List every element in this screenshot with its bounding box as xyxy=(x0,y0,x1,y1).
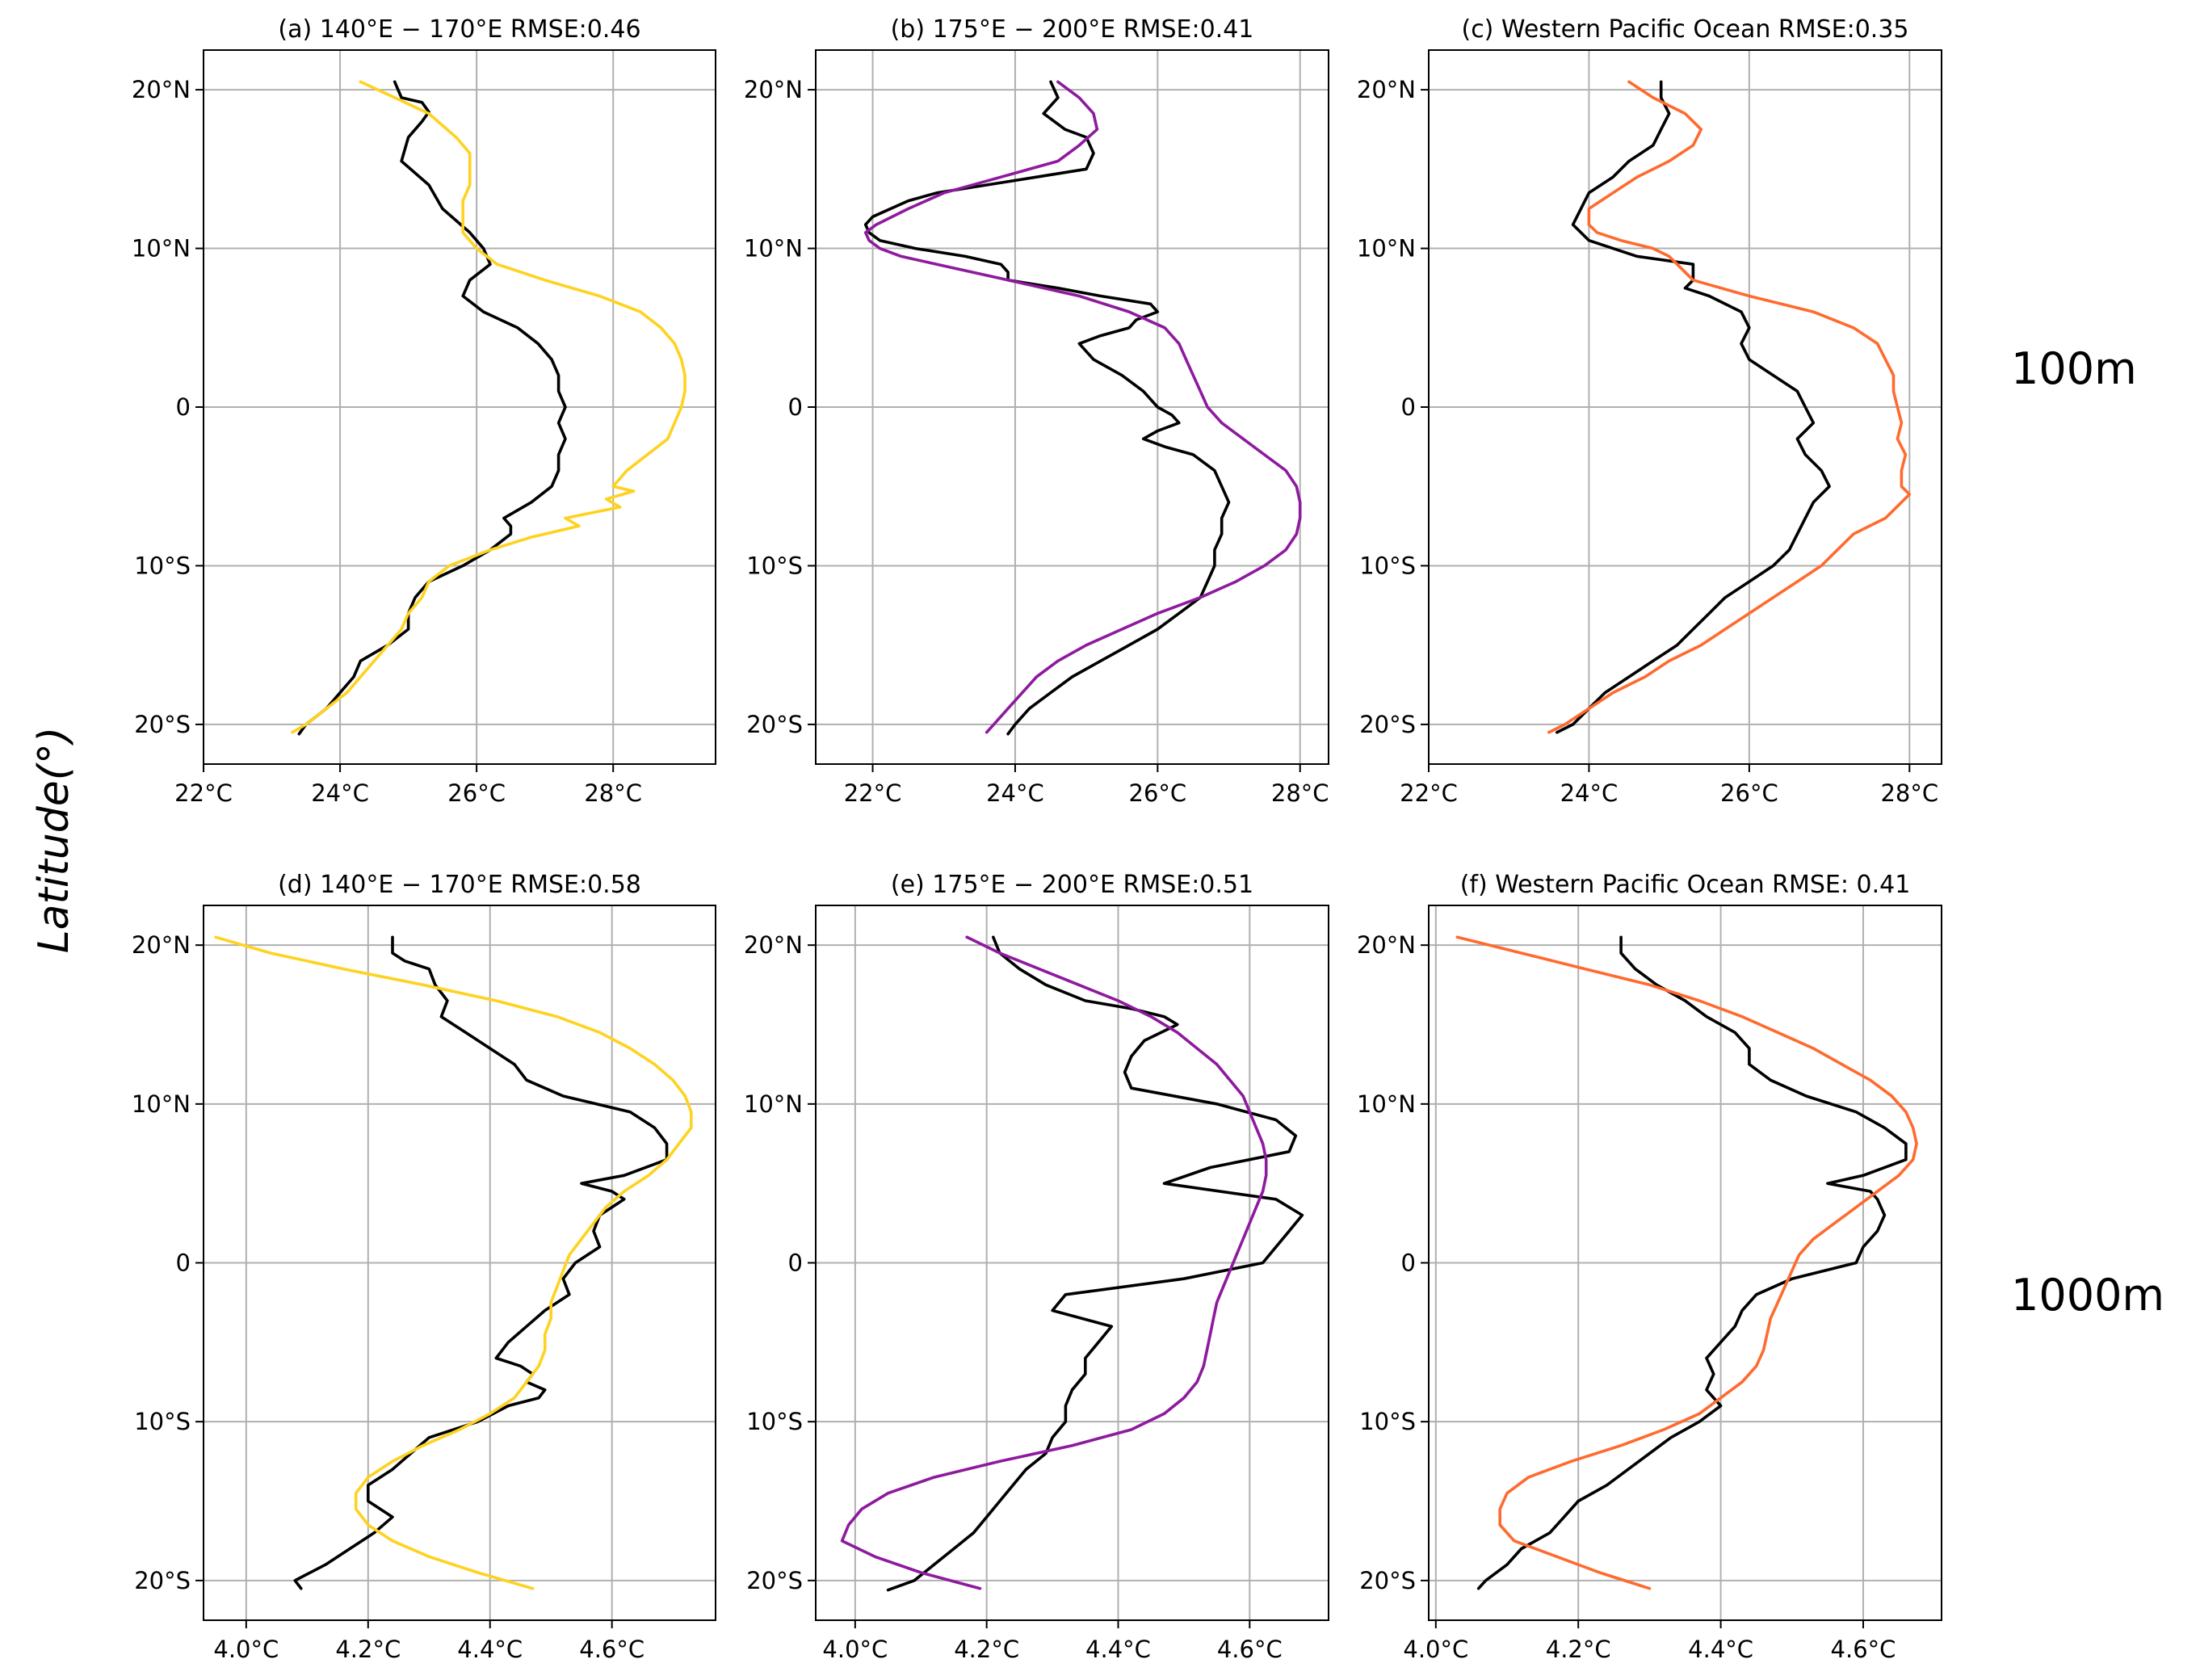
panel-title: (a) 140°E − 170°E RMSE:0.46 xyxy=(278,15,640,44)
series-line-observed xyxy=(1476,935,1908,1590)
x-tick-label: 4.0°C xyxy=(822,1636,888,1663)
x-tick-label: 28°C xyxy=(1880,779,1938,807)
y-tick-label: 10°S xyxy=(746,1408,803,1435)
series-line-observed xyxy=(297,80,567,736)
y-tick-label: 10°S xyxy=(746,552,803,579)
x-tick-label: 26°C xyxy=(1129,779,1187,807)
y-tick-label: 20°S xyxy=(134,1567,191,1594)
panel-0: 22°C 24°C 26°C 28°C 20°N 10°N 0 10°S 20°S (a) 140… xyxy=(132,15,716,807)
x-tick-label: 4.6°C xyxy=(1831,1636,1896,1663)
x-tick-label: 4.6°C xyxy=(579,1636,644,1663)
x-tick-label: 28°C xyxy=(1271,779,1329,807)
series-line-model xyxy=(291,80,686,734)
panel-title: (b) 175°E − 200°E RMSE:0.41 xyxy=(891,15,1254,44)
series-line-observed xyxy=(1556,80,1831,734)
series-line-model xyxy=(1455,935,1918,1590)
x-tick-label: 4.4°C xyxy=(1688,1636,1753,1663)
y-tick-label: 10°S xyxy=(1359,552,1416,579)
x-tick-label: 4.4°C xyxy=(457,1636,523,1663)
series-line-model xyxy=(1547,80,1912,734)
panel-4: 4.0°C 4.2°C 4.4°C 4.6°C 20°N 10°N 0 10°S 20°S (e)… xyxy=(744,871,1329,1663)
x-tick-label: 22°C xyxy=(1400,779,1458,807)
y-tick-label: 0 xyxy=(1401,393,1416,421)
panel-5: 4.0°C 4.2°C 4.4°C 4.6°C 20°N 10°N 0 10°S 20°S (f)… xyxy=(1357,871,1942,1663)
x-tick-label: 24°C xyxy=(1560,779,1619,807)
y-tick-label: 0 xyxy=(1401,1250,1416,1277)
y-tick-label: 20°N xyxy=(1357,76,1416,103)
y-tick-label: 0 xyxy=(788,1250,803,1277)
y-tick-label: 0 xyxy=(788,393,803,421)
y-tick-label: 10°N xyxy=(132,1090,191,1118)
x-tick-label: 24°C xyxy=(986,779,1044,807)
panel-1: 22°C 24°C 26°C 28°C 20°N 10°N 0 10°S 20°S (b) 175… xyxy=(744,15,1329,807)
y-tick-label: 10°N xyxy=(744,235,803,262)
y-tick-label: 10°N xyxy=(1357,1090,1416,1118)
panel-title: (f) Western Pacific Ocean RMSE: 0.41 xyxy=(1460,871,1911,899)
x-tick-label: 4.2°C xyxy=(335,1636,401,1663)
y-tick-label: 0 xyxy=(176,393,191,421)
x-tick-label: 22°C xyxy=(174,779,233,807)
series-line-model xyxy=(214,935,693,1590)
y-tick-label: 20°S xyxy=(134,711,191,738)
panel-2: 22°C 24°C 26°C 28°C 20°N 10°N 0 10°S 20°S (c) Wes… xyxy=(1357,15,1942,807)
series-line-model xyxy=(863,80,1302,734)
panel-title: (d) 140°E − 170°E RMSE:0.58 xyxy=(278,871,641,899)
panel-3: 4.0°C 4.2°C 4.4°C 4.6°C 20°N 10°N 0 10°S 20°S (d)… xyxy=(132,871,716,1663)
series-line-observed xyxy=(293,935,669,1590)
x-tick-label: 4.4°C xyxy=(1085,1636,1151,1663)
row-label-100m: 100m xyxy=(2011,343,2137,394)
x-tick-label: 28°C xyxy=(584,779,642,807)
y-tick-label: 20°N xyxy=(1357,931,1416,959)
x-tick-label: 4.6°C xyxy=(1217,1636,1283,1663)
row-label-1000m: 1000m xyxy=(2011,1270,2164,1321)
y-tick-label: 20°N xyxy=(744,931,803,959)
y-tick-label: 20°S xyxy=(1359,711,1416,738)
y-tick-label: 20°N xyxy=(132,76,191,103)
x-tick-label: 24°C xyxy=(311,779,369,807)
x-tick-label: 26°C xyxy=(1720,779,1778,807)
y-tick-label: 0 xyxy=(176,1250,191,1277)
y-tick-label: 20°S xyxy=(746,711,803,738)
x-tick-label: 26°C xyxy=(447,779,506,807)
x-tick-label: 4.0°C xyxy=(1403,1636,1468,1663)
x-tick-label: 4.2°C xyxy=(1546,1636,1611,1663)
panel-title: (c) Western Pacific Ocean RMSE:0.35 xyxy=(1461,15,1908,44)
y-axis-label: Latitude(°) xyxy=(30,727,78,954)
y-tick-label: 20°S xyxy=(746,1567,803,1594)
y-tick-label: 20°N xyxy=(744,76,803,103)
y-tick-label: 10°N xyxy=(1357,235,1416,262)
series-line-observed xyxy=(863,80,1231,736)
x-tick-label: 22°C xyxy=(844,779,902,807)
series-line-model xyxy=(840,935,1268,1590)
x-tick-label: 4.2°C xyxy=(954,1636,1019,1663)
y-tick-label: 10°S xyxy=(134,552,191,579)
y-tick-label: 10°S xyxy=(134,1408,191,1435)
y-tick-label: 20°S xyxy=(1359,1567,1416,1594)
y-tick-label: 20°N xyxy=(132,931,191,959)
y-tick-label: 10°N xyxy=(744,1090,803,1118)
panel-title: (e) 175°E − 200°E RMSE:0.51 xyxy=(891,871,1253,899)
series-line-observed xyxy=(886,935,1304,1592)
y-tick-label: 10°S xyxy=(1359,1408,1416,1435)
x-tick-label: 4.0°C xyxy=(213,1636,279,1663)
y-tick-label: 10°N xyxy=(132,235,191,262)
